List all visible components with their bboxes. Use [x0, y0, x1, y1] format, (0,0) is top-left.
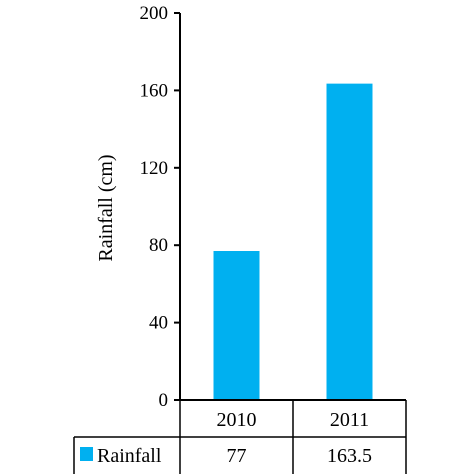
bar-2011: [326, 83, 373, 400]
table-cell-value: 77: [227, 445, 247, 467]
y-tick-label: 0: [159, 390, 169, 411]
bar-2010: [213, 251, 260, 400]
legend-swatch: [80, 447, 93, 461]
y-tick-label: 200: [140, 3, 169, 24]
x-tick-label: 2010: [217, 409, 257, 431]
x-tick-label: 2011: [330, 409, 369, 431]
y-tick-label: 160: [140, 80, 169, 101]
y-tick-label: 80: [149, 235, 168, 256]
y-axis-label: Rainfall (cm): [95, 154, 117, 261]
bars: [213, 83, 373, 400]
table-cell-value: 163.5: [327, 445, 372, 467]
y-tick-label: 120: [140, 158, 169, 179]
y-axis-ticks: 0 40 80 120 160 200: [140, 3, 180, 411]
y-tick-label: 40: [149, 313, 168, 334]
data-table: 2010 2011 Rainfall 77 163.5: [73, 400, 407, 474]
table-row-label: Rainfall: [97, 445, 162, 467]
